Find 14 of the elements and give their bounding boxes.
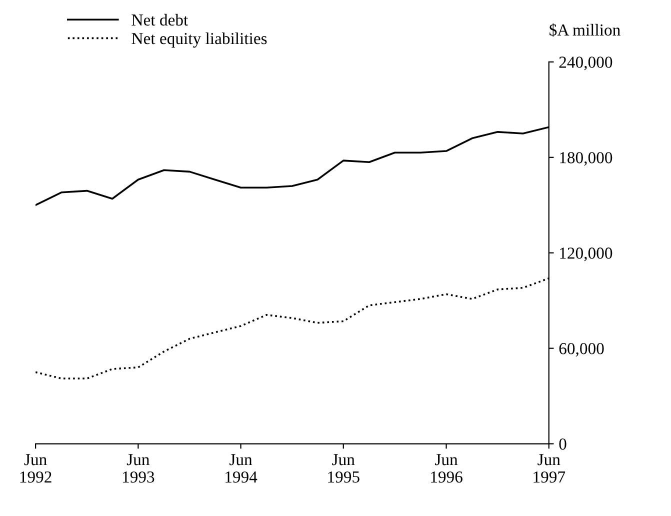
legend-label: Net debt: [132, 14, 188, 26]
legend-label: Net equity liabilities: [132, 32, 267, 48]
x-tick-label: Jun 1997: [534, 454, 566, 483]
y-tick-label: 120,000: [560, 248, 612, 262]
x-tick-label: Jun 1996: [431, 454, 462, 483]
x-tick-label: Jun 1994: [226, 454, 258, 483]
y-tick-label: 180,000: [560, 152, 612, 166]
x-tick-label: Jun 1992: [20, 454, 52, 483]
x-tick-label: Jun 1993: [122, 454, 154, 483]
y-tick-label: 240,000: [559, 56, 612, 70]
y-tick-label: 60,000: [559, 343, 604, 357]
y-axis-title: $A million: [550, 23, 620, 37]
x-tick-label: Jun 1995: [328, 454, 360, 483]
y-tick-label: 0: [559, 438, 566, 450]
